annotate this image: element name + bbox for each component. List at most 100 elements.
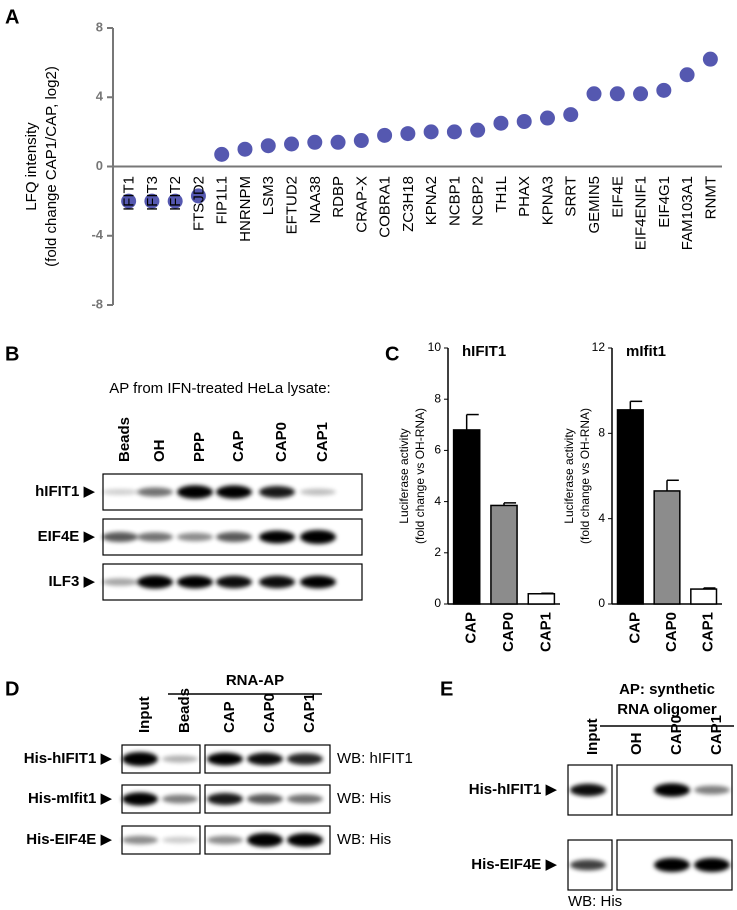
dot bbox=[656, 82, 672, 98]
x-tick-label: NCBP2 bbox=[470, 176, 487, 226]
lane-label: Input bbox=[584, 718, 601, 755]
band bbox=[122, 792, 158, 806]
band bbox=[300, 530, 336, 544]
dot bbox=[446, 124, 462, 140]
y-axis-label: Luciferase activity bbox=[397, 428, 411, 523]
band bbox=[102, 532, 138, 542]
row-label: EIF4E ▶ bbox=[38, 528, 96, 545]
lane-label: Input bbox=[136, 696, 153, 733]
wb-label: WB: His bbox=[568, 893, 622, 910]
y-axis-label: (fold change vs OH-RNA) bbox=[578, 408, 592, 544]
x-tick-label: IFIT3 bbox=[144, 176, 161, 211]
group-label: RNA oligomer bbox=[617, 701, 717, 718]
x-tick-label: KPNA2 bbox=[423, 176, 440, 225]
y-tick-label: 4 bbox=[598, 511, 605, 525]
dot bbox=[214, 146, 230, 162]
y-tick-label: 2 bbox=[434, 545, 441, 559]
band bbox=[216, 532, 252, 542]
band bbox=[207, 835, 243, 845]
x-tick-label: RDBP bbox=[330, 176, 347, 218]
dot bbox=[470, 122, 486, 138]
band bbox=[137, 575, 173, 589]
y-axis-label: (fold change vs OH-RNA) bbox=[413, 408, 427, 544]
dot bbox=[167, 193, 183, 209]
band bbox=[207, 752, 243, 766]
dot bbox=[493, 115, 509, 131]
x-tick-label: SRRT bbox=[563, 176, 580, 217]
x-tick-label: EIF4E bbox=[609, 176, 626, 218]
band bbox=[247, 833, 283, 847]
bar bbox=[490, 504, 518, 605]
y-tick-label: 8 bbox=[96, 19, 103, 34]
lane-label: OH bbox=[151, 440, 168, 463]
band bbox=[216, 485, 252, 499]
band bbox=[122, 752, 158, 766]
x-tick-label: FAM103A1 bbox=[679, 176, 696, 250]
panel-label: C bbox=[385, 343, 399, 365]
band bbox=[287, 794, 323, 804]
lane-label: OH bbox=[628, 733, 645, 756]
band bbox=[654, 858, 690, 872]
row-label: His-EIF4E ▶ bbox=[471, 856, 557, 873]
y-tick-label: 0 bbox=[598, 596, 605, 610]
y-tick-label: 0 bbox=[434, 596, 441, 610]
dot bbox=[516, 113, 532, 129]
x-tick-label: COBRA1 bbox=[377, 176, 394, 238]
dot bbox=[423, 124, 439, 140]
x-tick-label: EFTUD2 bbox=[283, 176, 300, 234]
dot bbox=[121, 193, 137, 209]
band bbox=[259, 575, 295, 589]
band bbox=[207, 793, 243, 805]
x-tick-label: GEMIN5 bbox=[586, 176, 603, 234]
band bbox=[177, 485, 213, 499]
y-tick-label: 12 bbox=[592, 340, 606, 354]
band bbox=[570, 783, 606, 797]
y-tick-label: 8 bbox=[434, 391, 441, 405]
wb-label: WB: His bbox=[337, 790, 391, 807]
band bbox=[570, 859, 606, 871]
panel-label: A bbox=[5, 6, 19, 28]
x-tick-label: KPNA3 bbox=[539, 176, 556, 225]
band bbox=[247, 794, 283, 804]
bar bbox=[616, 409, 644, 605]
chart-title: mIfit1 bbox=[626, 343, 666, 360]
dot bbox=[679, 67, 695, 83]
y-tick-label: 6 bbox=[434, 443, 441, 457]
band bbox=[137, 532, 173, 542]
chart-title: hIFIT1 bbox=[462, 343, 506, 360]
bar bbox=[452, 429, 481, 605]
x-tick-label: TH1L bbox=[493, 176, 510, 213]
dot bbox=[260, 138, 276, 154]
wb-label: WB: His bbox=[337, 831, 391, 848]
lane-label: CAP0 bbox=[668, 715, 685, 755]
x-tick-label: FTSJD2 bbox=[190, 176, 207, 231]
bar bbox=[527, 593, 556, 605]
band bbox=[259, 486, 295, 498]
group-label: AP: synthetic bbox=[619, 681, 715, 698]
x-tick-label: EIF4G1 bbox=[656, 176, 673, 228]
x-tick-label: LSM3 bbox=[260, 176, 277, 215]
bar bbox=[690, 588, 718, 605]
y-tick-label: 8 bbox=[598, 426, 605, 440]
x-tick-label: HNRNPM bbox=[237, 176, 254, 242]
lane-label: CAP1 bbox=[301, 693, 318, 733]
dot bbox=[377, 127, 393, 143]
x-tick-label: FIP1L1 bbox=[214, 176, 231, 224]
lane-label: CAP1 bbox=[314, 422, 331, 462]
band bbox=[287, 833, 323, 847]
dot bbox=[609, 86, 625, 102]
x-tick-label: ZC3H18 bbox=[400, 176, 417, 232]
x-tick-label: CAP0 bbox=[500, 612, 517, 652]
x-tick-label: CAP1 bbox=[537, 612, 554, 652]
dot bbox=[586, 86, 602, 102]
dot bbox=[539, 110, 555, 126]
lane-label: CAP0 bbox=[261, 693, 278, 733]
x-tick-label: IFIT1 bbox=[121, 176, 138, 211]
lane-label: PPP bbox=[191, 432, 208, 462]
band bbox=[216, 575, 252, 589]
row-label: His-hIFIT1 ▶ bbox=[469, 781, 558, 798]
x-tick-label: CRAP-X bbox=[353, 176, 370, 233]
bar bbox=[653, 490, 681, 605]
band bbox=[177, 575, 213, 589]
